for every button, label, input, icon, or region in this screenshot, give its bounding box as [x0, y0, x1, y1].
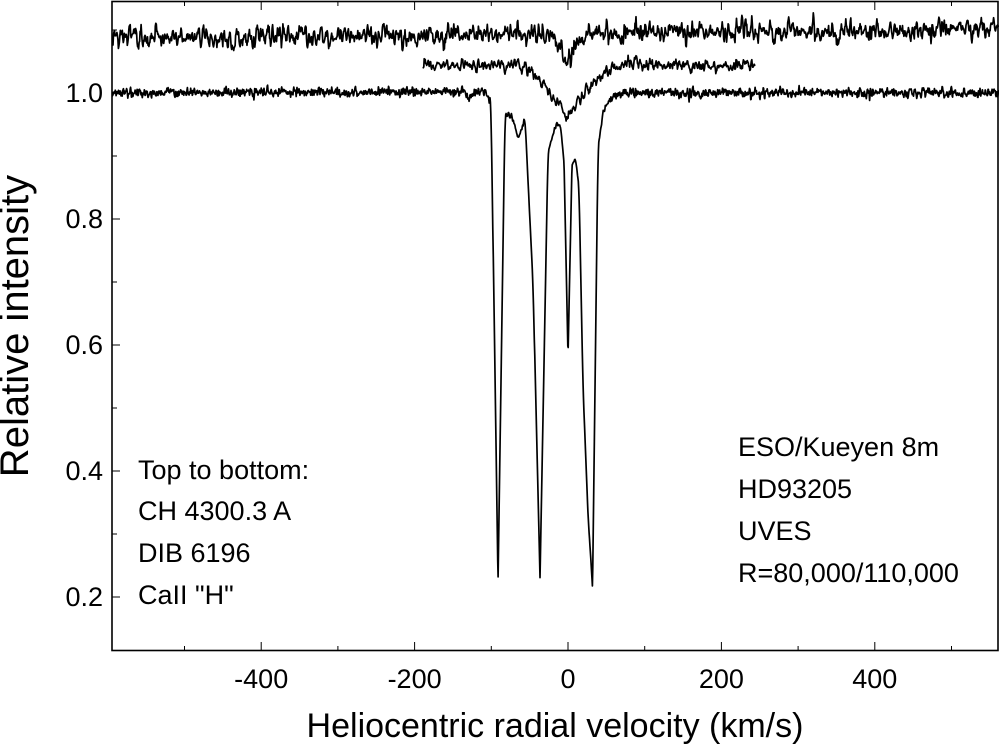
svg-text:CaII "H": CaII "H" [138, 580, 234, 610]
svg-text:0.2: 0.2 [65, 582, 103, 612]
svg-text:Top to bottom:: Top to bottom: [138, 455, 309, 485]
svg-text:UVES: UVES [738, 516, 812, 546]
svg-text:0: 0 [560, 664, 575, 694]
svg-text:400: 400 [852, 664, 897, 694]
svg-text:ESO/Kueyen 8m: ESO/Kueyen 8m [738, 432, 939, 462]
svg-text:0.8: 0.8 [65, 204, 103, 234]
svg-text:HD93205: HD93205 [738, 474, 852, 504]
svg-text:CH 4300.3 A: CH 4300.3 A [138, 496, 291, 526]
svg-text:0.6: 0.6 [65, 330, 103, 360]
svg-text:R=80,000/110,000: R=80,000/110,000 [738, 558, 959, 588]
svg-text:Heliocentric radial velocity (: Heliocentric radial velocity (km/s) [307, 707, 804, 745]
svg-text:-200: -200 [388, 664, 442, 694]
svg-text:1.0: 1.0 [65, 78, 103, 108]
svg-text:200: 200 [699, 664, 744, 694]
svg-text:-400: -400 [234, 664, 288, 694]
svg-text:DIB 6196: DIB 6196 [138, 538, 251, 568]
svg-text:0.4: 0.4 [65, 456, 103, 486]
svg-text:Relative intensity: Relative intensity [0, 175, 37, 477]
